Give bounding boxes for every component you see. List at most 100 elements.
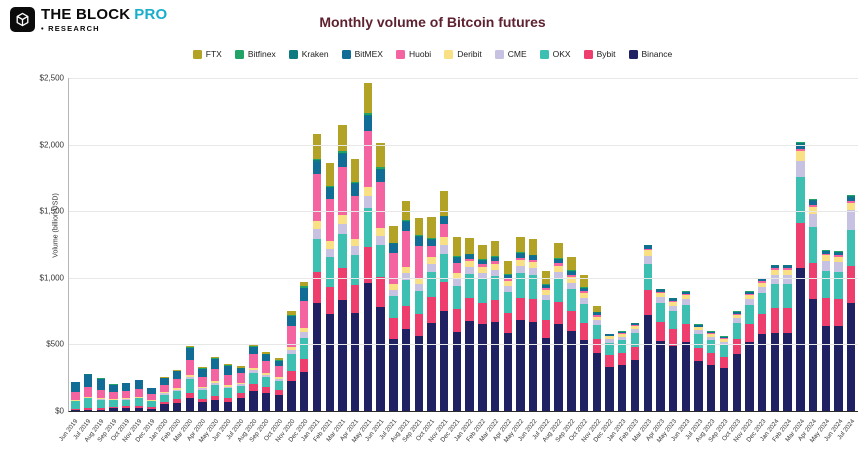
bar-segment-binance [427, 322, 436, 411]
bar-nov-2023 [743, 78, 756, 411]
brand-research: • RESEARCH [41, 24, 100, 33]
legend-label: FTX [205, 49, 222, 59]
bar-segment-ftx [427, 216, 436, 239]
bar-stack [757, 78, 767, 411]
bar-segment-huobi [440, 224, 449, 238]
bar-segment-kraken [783, 265, 792, 266]
bar-segment-binance [847, 303, 856, 411]
brand: THE BLOCK PRO • RESEARCH [10, 7, 167, 33]
bar-stack [567, 78, 576, 411]
y-tick-label: $500 [46, 339, 64, 349]
bar-stack [350, 78, 360, 411]
bar-segment-okx [808, 226, 818, 263]
bar-segment-binance [668, 345, 678, 411]
bar-segment-cme [490, 269, 500, 277]
bar-segment-okx [681, 304, 691, 325]
bar-segment-bitmex [389, 244, 398, 253]
bar-segment-bybit [719, 356, 729, 369]
bar-segment-binance [185, 397, 195, 411]
bar-segment-bybit [707, 353, 716, 366]
bar-segment-bitmex [643, 246, 652, 249]
bar-segment-binance [236, 397, 245, 411]
bar-segment-cme [376, 235, 385, 246]
bar-stack [516, 78, 525, 411]
bar-segment-binance [338, 299, 347, 411]
bar-segment-kraken [579, 288, 589, 289]
bar-segment-bitmex [618, 331, 627, 334]
bar-segment-cme [300, 332, 309, 338]
bar-segment-ftx [185, 345, 195, 348]
bar-segment-bybit [503, 313, 512, 333]
bar-stack [312, 78, 322, 411]
bar-segment-okx [490, 276, 500, 301]
bar-mar-2023 [641, 78, 654, 411]
bar-jul-2022 [540, 78, 553, 411]
bar-segment-bitmex [490, 257, 500, 262]
bar-segment-bybit [478, 302, 487, 325]
bar-segment-bitfinex [223, 365, 233, 367]
bar-segment-deribit [605, 336, 614, 340]
bar-segment-deribit [389, 284, 398, 290]
bar-segment-binance [618, 365, 627, 411]
bar-segment-bitmex [834, 252, 843, 256]
bar-segment-okx [223, 388, 233, 399]
bar-segment-deribit [249, 368, 258, 371]
bar-segment-huobi [122, 391, 131, 399]
bar-segment-binance [783, 333, 792, 411]
chart: Volume (billion USD) $0 $500 $1,000 $1,500 $… [10, 72, 861, 468]
bar-aug-2019 [94, 78, 107, 411]
bar-mar-2022 [489, 78, 502, 411]
bar-stack [414, 78, 423, 411]
bar-segment-binance [274, 395, 284, 411]
bar-segment-bitfinex [312, 158, 322, 161]
bar-segment-bitmex [287, 316, 296, 327]
bar-segment-bybit [376, 277, 385, 307]
bar-segment-bitfinex [261, 353, 271, 355]
bar-segment-bitmex [376, 170, 385, 183]
bar-segment-kraken [643, 245, 652, 247]
bar-nov-2019 [133, 78, 146, 411]
bar-segment-ftx [376, 143, 385, 168]
bar-segment-kraken [363, 114, 373, 117]
bar-segment-okx [834, 271, 843, 300]
bar-segment-huobi [618, 333, 627, 334]
bar-segment-cme [757, 287, 767, 294]
bar-stack [579, 78, 589, 411]
bar-stack [529, 78, 538, 411]
bar-segment-bitfinex [656, 288, 665, 290]
bar-segment-kraken [338, 152, 347, 154]
bar-segment-huobi [796, 148, 805, 152]
bar-segment-okx [605, 342, 614, 355]
bar-segment-huobi [605, 335, 614, 337]
bar-segment-huobi [643, 248, 652, 251]
bar-segment-kraken [808, 200, 818, 202]
bar-segment-huobi [808, 204, 818, 207]
y-tick-label: $1,000 [39, 273, 64, 283]
bar-segment-bybit [440, 282, 449, 311]
legend-label: OKX [552, 49, 571, 59]
bar-segment-binance [567, 330, 576, 411]
legend-item-huobi: Huobi [395, 49, 431, 59]
bar-jan-2021 [311, 78, 324, 411]
bar-segment-bybit [83, 408, 93, 410]
bar-segment-kraken [287, 315, 296, 317]
bar-segment-okx [71, 401, 80, 409]
bar-segment-cme [503, 286, 512, 293]
bar-apr-2024 [807, 78, 820, 411]
bar-jun-2024 [832, 78, 845, 411]
bar-segment-deribit [808, 206, 818, 215]
bar-stack [274, 78, 284, 411]
bar-segment-cme [96, 399, 105, 400]
plot-area: $0 $500 $1,000 $1,500 $2,000 $2,500 [40, 74, 858, 416]
bar-segment-bitfinex [681, 291, 691, 292]
bar-segment-binance [440, 310, 449, 411]
x-axis: Jun 2019 Jul 2019 Aug 2019 Sep 2019 Oct 2019… [58, 414, 858, 468]
bar-segment-binance [605, 366, 614, 411]
bar-segment-binance [109, 408, 118, 411]
bar-segment-ftx [516, 236, 525, 253]
legend-label: Deribit [457, 49, 482, 59]
y-tick-label: $2,000 [39, 140, 64, 150]
bar-segment-cme [287, 350, 296, 355]
bar-mar-2020 [183, 78, 196, 411]
bar-segment-ftx [363, 83, 373, 113]
